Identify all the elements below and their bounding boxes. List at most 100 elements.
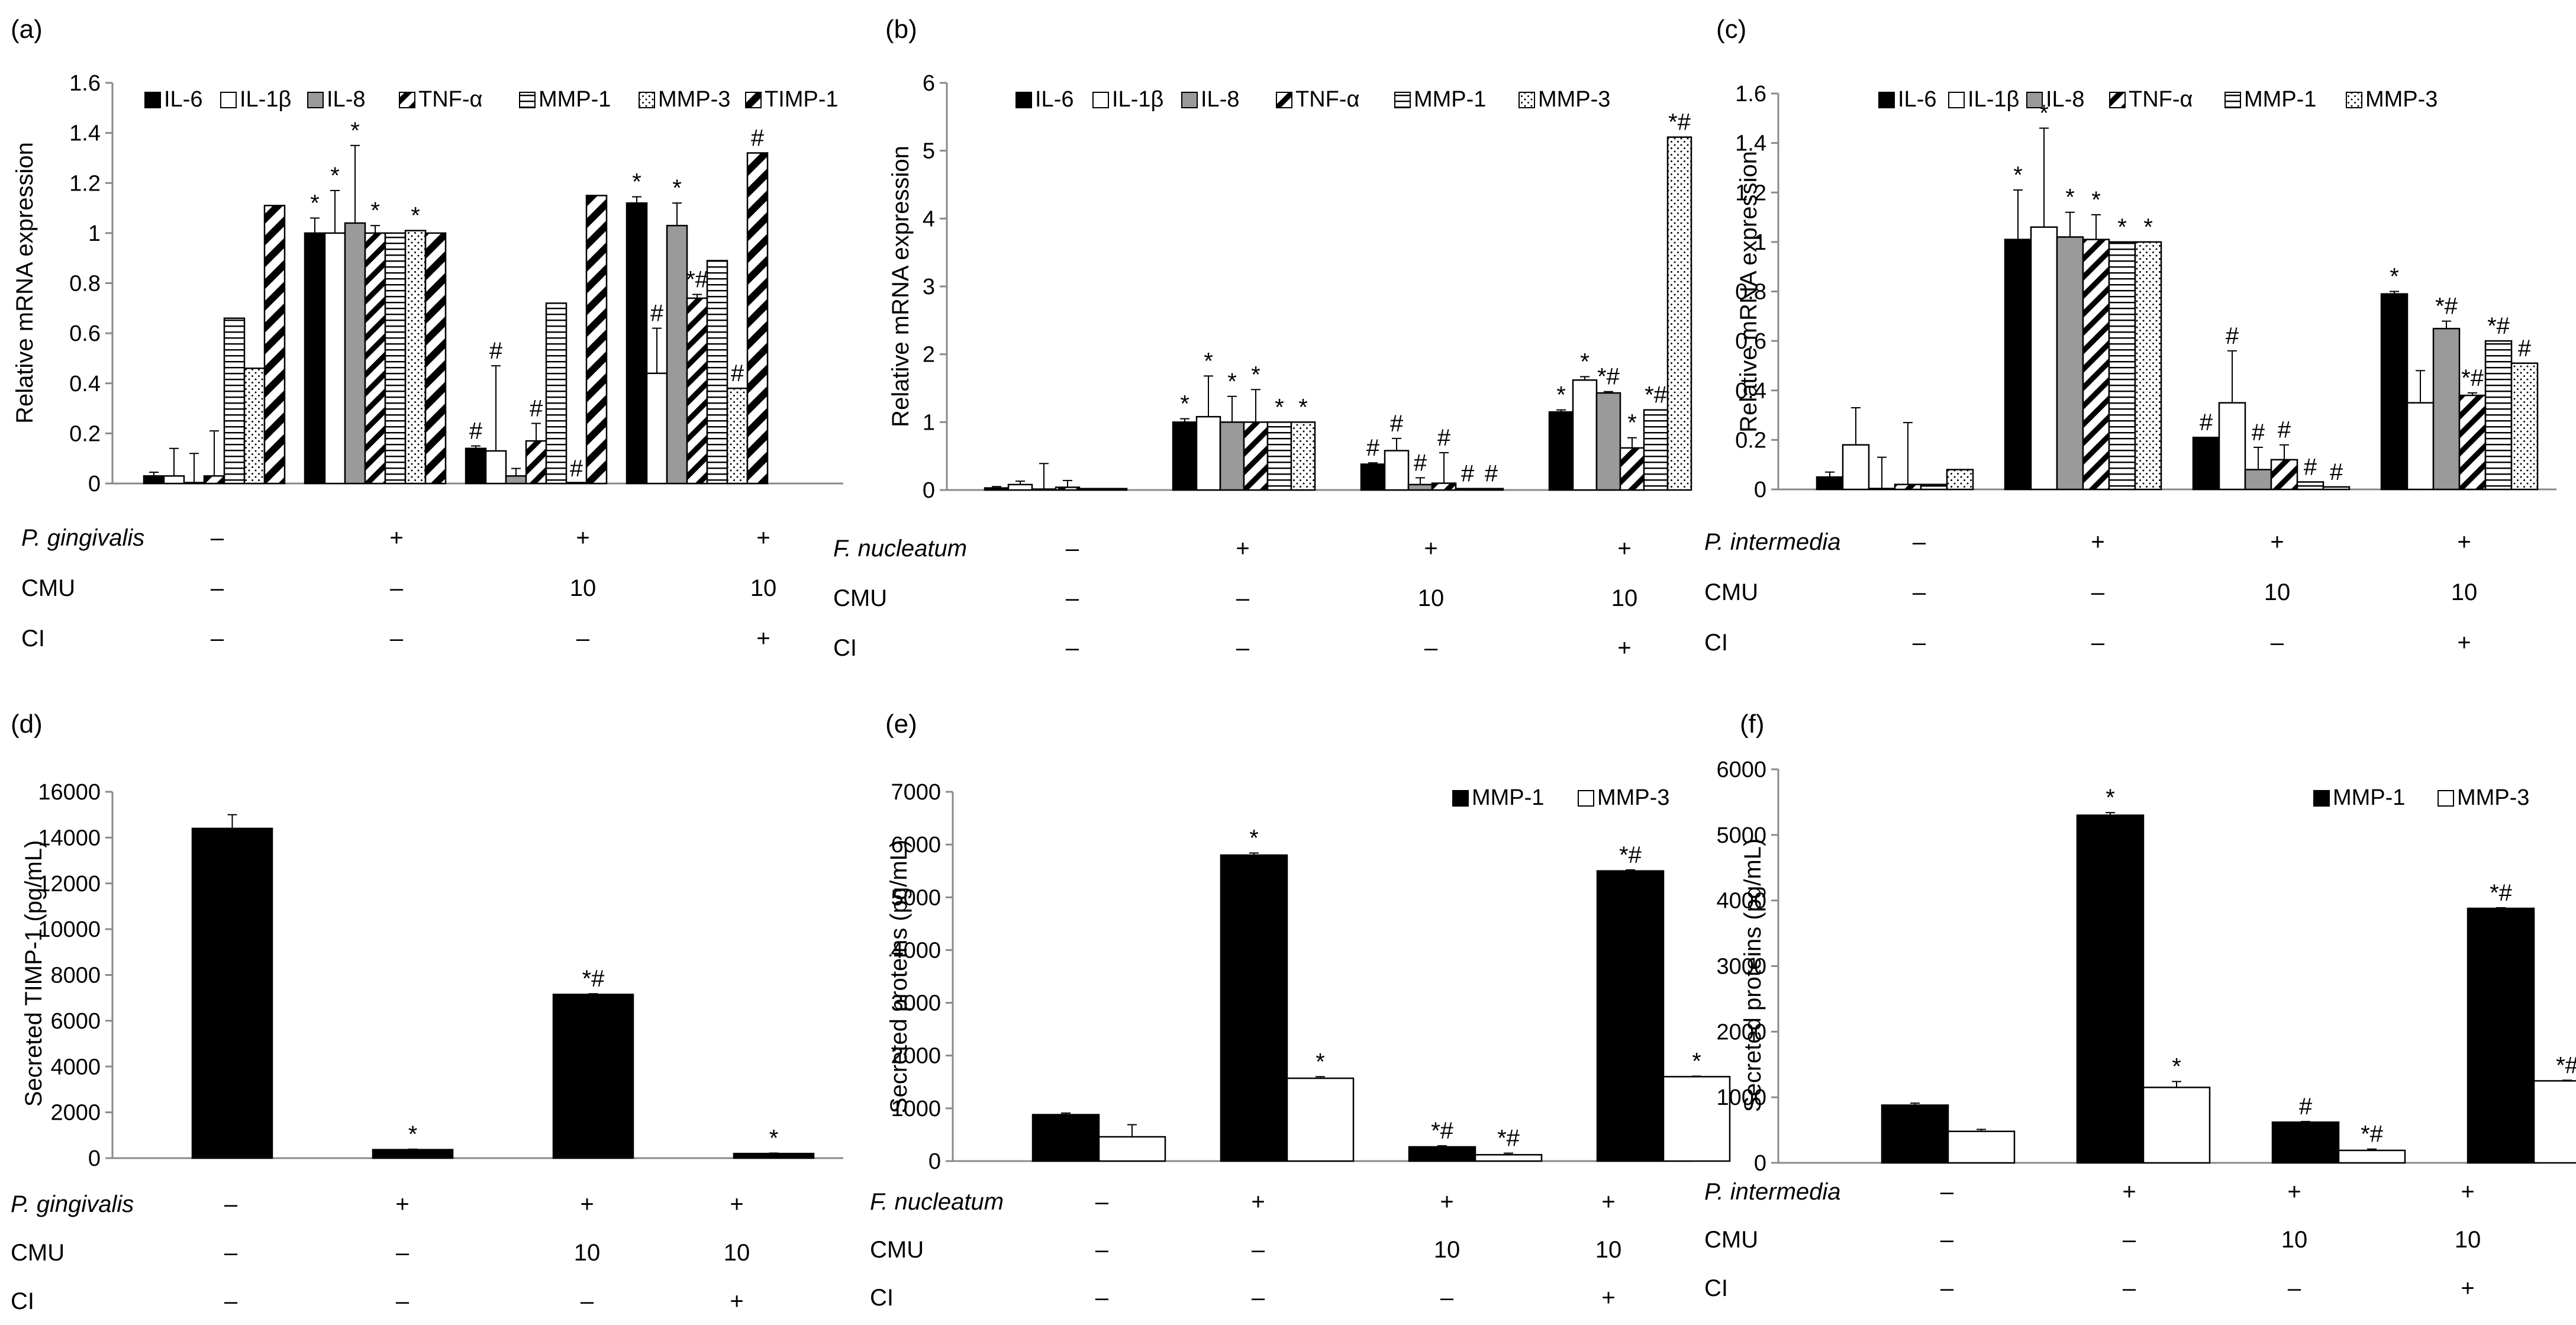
significance-mark: * xyxy=(1251,362,1260,388)
significance-mark: * xyxy=(350,118,360,144)
bar-IL-6 xyxy=(984,487,1010,491)
condition-value: + xyxy=(2270,529,2284,555)
bar-IL-1β xyxy=(1384,450,1410,491)
legend-swatch-IL-8 xyxy=(307,92,324,108)
y-tick-label: 10000 xyxy=(38,917,101,942)
condition-value: + xyxy=(1601,1285,1615,1311)
significance-mark: # xyxy=(489,338,503,364)
condition-value: – xyxy=(211,525,224,551)
y-tick-label: 1.2 xyxy=(69,171,101,196)
significance-mark: * xyxy=(1316,1049,1325,1075)
condition-label: CI xyxy=(21,626,45,652)
significance-mark: *# xyxy=(2435,294,2458,320)
bar-MMP-3 xyxy=(2533,1080,2576,1164)
condition-value: + xyxy=(2287,1179,2301,1205)
condition-value: – xyxy=(1252,1285,1265,1311)
condition-value: + xyxy=(730,1191,743,1217)
y-tick-label: 0 xyxy=(88,472,101,497)
bar-MMP-1 xyxy=(2108,241,2136,491)
condition-value: + xyxy=(756,626,770,652)
bar-MMP-3 xyxy=(1474,1154,1543,1162)
legend-swatch-TIMP-1 xyxy=(745,92,762,108)
bar-IL-1β xyxy=(2030,226,2058,491)
legend-swatch-TNF-α xyxy=(1276,92,1292,108)
bar-MMP-3 xyxy=(2134,241,2162,491)
condition-value: + xyxy=(1440,1189,1453,1215)
condition-value: + xyxy=(756,525,770,551)
significance-mark: * xyxy=(310,190,320,216)
bar-MMP-1 xyxy=(1881,1104,1949,1164)
significance-mark: # xyxy=(530,395,543,421)
y-tick-label: 16000 xyxy=(38,780,101,805)
y-tick-label: 8000 xyxy=(50,963,101,988)
legend-swatch-IL-6 xyxy=(1878,92,1895,108)
bar-MMP-1 xyxy=(1078,488,1104,491)
significance-mark: # xyxy=(2299,1094,2313,1120)
bar-TNF-α xyxy=(1431,482,1457,491)
significance-mark: # xyxy=(2330,459,2343,485)
condition-value: – xyxy=(1095,1237,1109,1263)
significance-mark: * xyxy=(1180,391,1189,417)
bar-MMP-3 xyxy=(1290,421,1316,491)
y-tick-label: 0.8 xyxy=(69,272,101,296)
condition-label: CMU xyxy=(21,575,75,601)
significance-mark: *# xyxy=(1597,364,1620,390)
condition-value: + xyxy=(1251,1189,1265,1215)
legend-swatch-IL-8 xyxy=(2026,92,2043,108)
significance-mark: *# xyxy=(1645,382,1668,408)
bar-IL-8 xyxy=(1407,483,1433,491)
bar-MMP-3 xyxy=(243,367,266,485)
condition-value: – xyxy=(1095,1189,1109,1215)
significance-mark: # xyxy=(2518,336,2532,362)
significance-mark: * xyxy=(1298,394,1308,420)
bar-TIMP-1 xyxy=(263,205,286,485)
bar-MMP-1 xyxy=(545,302,568,485)
legend-label: MMP-1 xyxy=(1414,87,1486,112)
condition-value: + xyxy=(395,1191,409,1217)
bar-IL-1β xyxy=(1195,415,1221,491)
significance-mark: # xyxy=(2304,454,2317,480)
condition-label: F. nucleatum xyxy=(833,536,967,562)
condition-value: – xyxy=(1940,1179,1954,1205)
bar-IL-6 xyxy=(1360,463,1386,491)
legend-swatch-MMP-3 xyxy=(1518,92,1535,108)
significance-mark: * xyxy=(672,175,682,201)
condition-value: + xyxy=(1424,536,1437,562)
condition-value: – xyxy=(2123,1275,2136,1301)
significance-mark: # xyxy=(1366,435,1380,461)
legend-label: IL-8 xyxy=(2046,87,2084,112)
bar-MMP-1 xyxy=(1920,483,1948,491)
significance-mark: # xyxy=(2226,323,2239,349)
bar-IL-6 xyxy=(1548,411,1574,491)
condition-value: + xyxy=(1601,1189,1615,1215)
bar-MMP-3 xyxy=(1662,1076,1731,1162)
condition-label: F. nucleatum xyxy=(870,1189,1004,1215)
condition-value: – xyxy=(1940,1227,1954,1253)
significance-mark: * xyxy=(370,198,380,224)
legend-label: MMP-3 xyxy=(1597,785,1669,810)
panel-label: (b) xyxy=(885,15,917,44)
condition-value: + xyxy=(1236,536,1249,562)
bar-MMP-1 xyxy=(384,232,407,485)
bar-IL-6 xyxy=(143,475,165,485)
y-axis-label: Relative mRNA expression xyxy=(1736,151,1762,433)
y-tick-label: 1 xyxy=(923,410,935,435)
bar-TNF-α xyxy=(2458,394,2487,491)
bar-IL-8 xyxy=(1219,421,1245,491)
bar-TNF-α xyxy=(1619,447,1645,491)
significance-mark: * xyxy=(1227,369,1237,395)
significance-mark: * xyxy=(632,169,641,195)
legend-swatch-TNF-α xyxy=(2109,92,2126,108)
y-tick-label: 0 xyxy=(923,478,935,503)
condition-value: – xyxy=(1066,585,1079,611)
bar-MMP-3 xyxy=(2338,1149,2406,1164)
condition-value: 10 xyxy=(2455,1227,2481,1253)
bar-IL-1β xyxy=(1007,483,1033,491)
bar-IL-1β xyxy=(324,232,346,485)
significance-mark: * xyxy=(2172,1054,2181,1080)
y-tick-label: 1000 xyxy=(891,1097,941,1121)
bar-MMP-3 xyxy=(2510,362,2539,491)
panel-label: (f) xyxy=(1740,710,1765,739)
condition-value: – xyxy=(1913,529,1926,555)
